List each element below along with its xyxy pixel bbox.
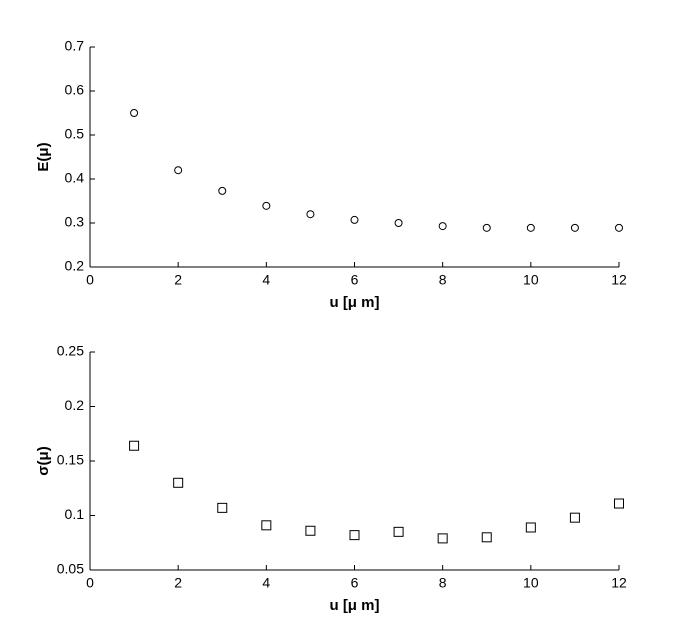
y-tick-label: 0.25 bbox=[57, 343, 84, 359]
y-axis-label: σ(μ) bbox=[35, 446, 52, 475]
marker bbox=[349, 530, 360, 541]
y-tick-label: 0.4 bbox=[65, 170, 85, 186]
marker bbox=[306, 210, 315, 219]
x-axis-label: u [μ m] bbox=[329, 597, 379, 614]
marker bbox=[438, 222, 447, 231]
x-tick-label: 2 bbox=[174, 272, 182, 288]
marker bbox=[615, 223, 623, 232]
marker bbox=[350, 215, 359, 224]
x-tick-label: 4 bbox=[262, 272, 270, 288]
marker bbox=[570, 223, 579, 232]
y-tick-label: 0.7 bbox=[65, 38, 85, 54]
marker bbox=[130, 109, 139, 117]
marker bbox=[129, 440, 140, 451]
x-tick-label: 2 bbox=[174, 575, 182, 591]
y-tick-label: 0.1 bbox=[65, 506, 85, 522]
x-tick-label: 4 bbox=[262, 575, 270, 591]
marker bbox=[526, 223, 535, 232]
x-tick-label: 6 bbox=[351, 575, 359, 591]
x-tick-label: 8 bbox=[439, 575, 447, 591]
marker bbox=[525, 522, 536, 533]
y-tick-label: 0.05 bbox=[57, 561, 84, 577]
marker bbox=[262, 201, 271, 210]
x-tick-label: 10 bbox=[523, 272, 539, 288]
marker bbox=[437, 533, 448, 544]
y-tick-label: 0.3 bbox=[65, 214, 85, 230]
marker bbox=[218, 186, 227, 195]
y-tick-label: 0.2 bbox=[65, 397, 85, 413]
marker bbox=[394, 219, 403, 227]
marker bbox=[261, 520, 272, 531]
x-tick-label: 6 bbox=[351, 272, 359, 288]
marker bbox=[174, 166, 183, 175]
x-tick-label: 12 bbox=[611, 575, 627, 591]
marker bbox=[173, 477, 184, 488]
marker bbox=[393, 526, 404, 537]
marker bbox=[614, 498, 624, 509]
marker bbox=[305, 525, 316, 536]
y-tick-label: 0.6 bbox=[65, 82, 85, 98]
y-tick-label: 0.5 bbox=[65, 126, 85, 142]
marker bbox=[217, 502, 228, 513]
x-tick-label: 0 bbox=[86, 575, 94, 591]
x-axis-label: u [μ m] bbox=[329, 294, 379, 311]
marker bbox=[481, 532, 492, 543]
y-axis-label: E(μ) bbox=[35, 142, 52, 171]
x-tick-label: 8 bbox=[439, 272, 447, 288]
x-tick-label: 12 bbox=[611, 272, 627, 288]
x-tick-label: 10 bbox=[523, 575, 539, 591]
marker bbox=[569, 512, 580, 523]
y-tick-label: 0.2 bbox=[65, 258, 85, 274]
marker bbox=[482, 223, 491, 232]
y-tick-label: 0.15 bbox=[57, 452, 84, 468]
x-tick-label: 0 bbox=[86, 272, 94, 288]
